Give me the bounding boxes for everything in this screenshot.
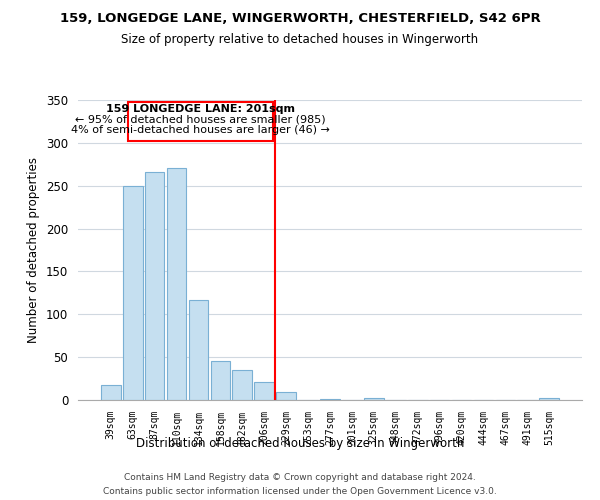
Text: 159 LONGEDGE LANE: 201sqm: 159 LONGEDGE LANE: 201sqm [106,104,295,115]
Bar [101,386,121,400]
Bar [188,300,208,400]
Bar [145,172,164,400]
Text: ← 95% of detached houses are smaller (985): ← 95% of detached houses are smaller (98… [76,114,326,124]
Bar [539,398,559,400]
Text: Contains HM Land Registry data © Crown copyright and database right 2024.: Contains HM Land Registry data © Crown c… [124,472,476,482]
Bar [254,382,274,400]
Bar [364,398,384,400]
Text: Contains public sector information licensed under the Open Government Licence v3: Contains public sector information licen… [103,488,497,496]
Text: 159, LONGEDGE LANE, WINGERWORTH, CHESTERFIELD, S42 6PR: 159, LONGEDGE LANE, WINGERWORTH, CHESTER… [59,12,541,26]
Text: Distribution of detached houses by size in Wingerworth: Distribution of detached houses by size … [136,438,464,450]
Bar [123,186,143,400]
Text: 4% of semi-detached houses are larger (46) →: 4% of semi-detached houses are larger (4… [71,125,330,135]
Bar [320,399,340,400]
Bar [276,392,296,400]
FancyBboxPatch shape [128,102,273,141]
Text: Size of property relative to detached houses in Wingerworth: Size of property relative to detached ho… [121,32,479,46]
Bar [211,362,230,400]
Bar [167,168,187,400]
Bar [232,370,252,400]
Y-axis label: Number of detached properties: Number of detached properties [28,157,40,343]
